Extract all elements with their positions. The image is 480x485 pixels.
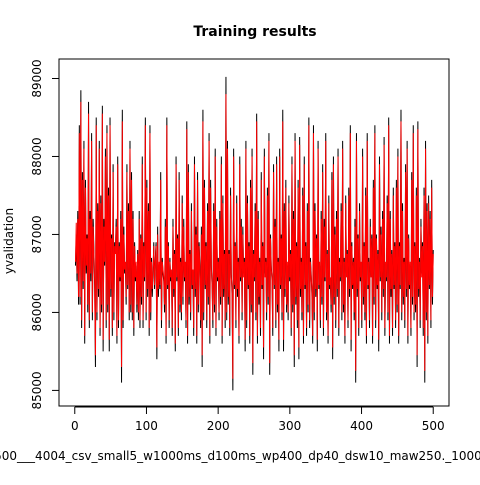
x-tick-label: 300 — [278, 419, 301, 433]
y-tick-label: 88000 — [30, 137, 44, 175]
plot-layer — [74, 76, 434, 391]
y-tick-label: 87000 — [30, 215, 44, 253]
x-tick-label: 400 — [350, 419, 373, 433]
chart-title: Training results — [193, 24, 316, 40]
x-tick-label: 500 — [422, 419, 445, 433]
x-tick-label: 100 — [135, 419, 158, 433]
y-axis-title: yvalidation — [2, 208, 16, 274]
x-tick-label: 200 — [207, 419, 230, 433]
axis-layer: 0 100 200 300 400 500 85000 86000 87000 88000 8900… — [30, 58, 450, 433]
x-tick-label: 0 — [71, 419, 79, 433]
x-axis-title: 1500___4004_csv_small5_w1000ms_d100ms_wp… — [0, 449, 480, 463]
y-tick-label: 89000 — [30, 59, 44, 97]
y-tick-label: 85000 — [30, 371, 44, 409]
y-tick-label: 86000 — [30, 293, 44, 331]
series-line-2 — [74, 94, 434, 379]
